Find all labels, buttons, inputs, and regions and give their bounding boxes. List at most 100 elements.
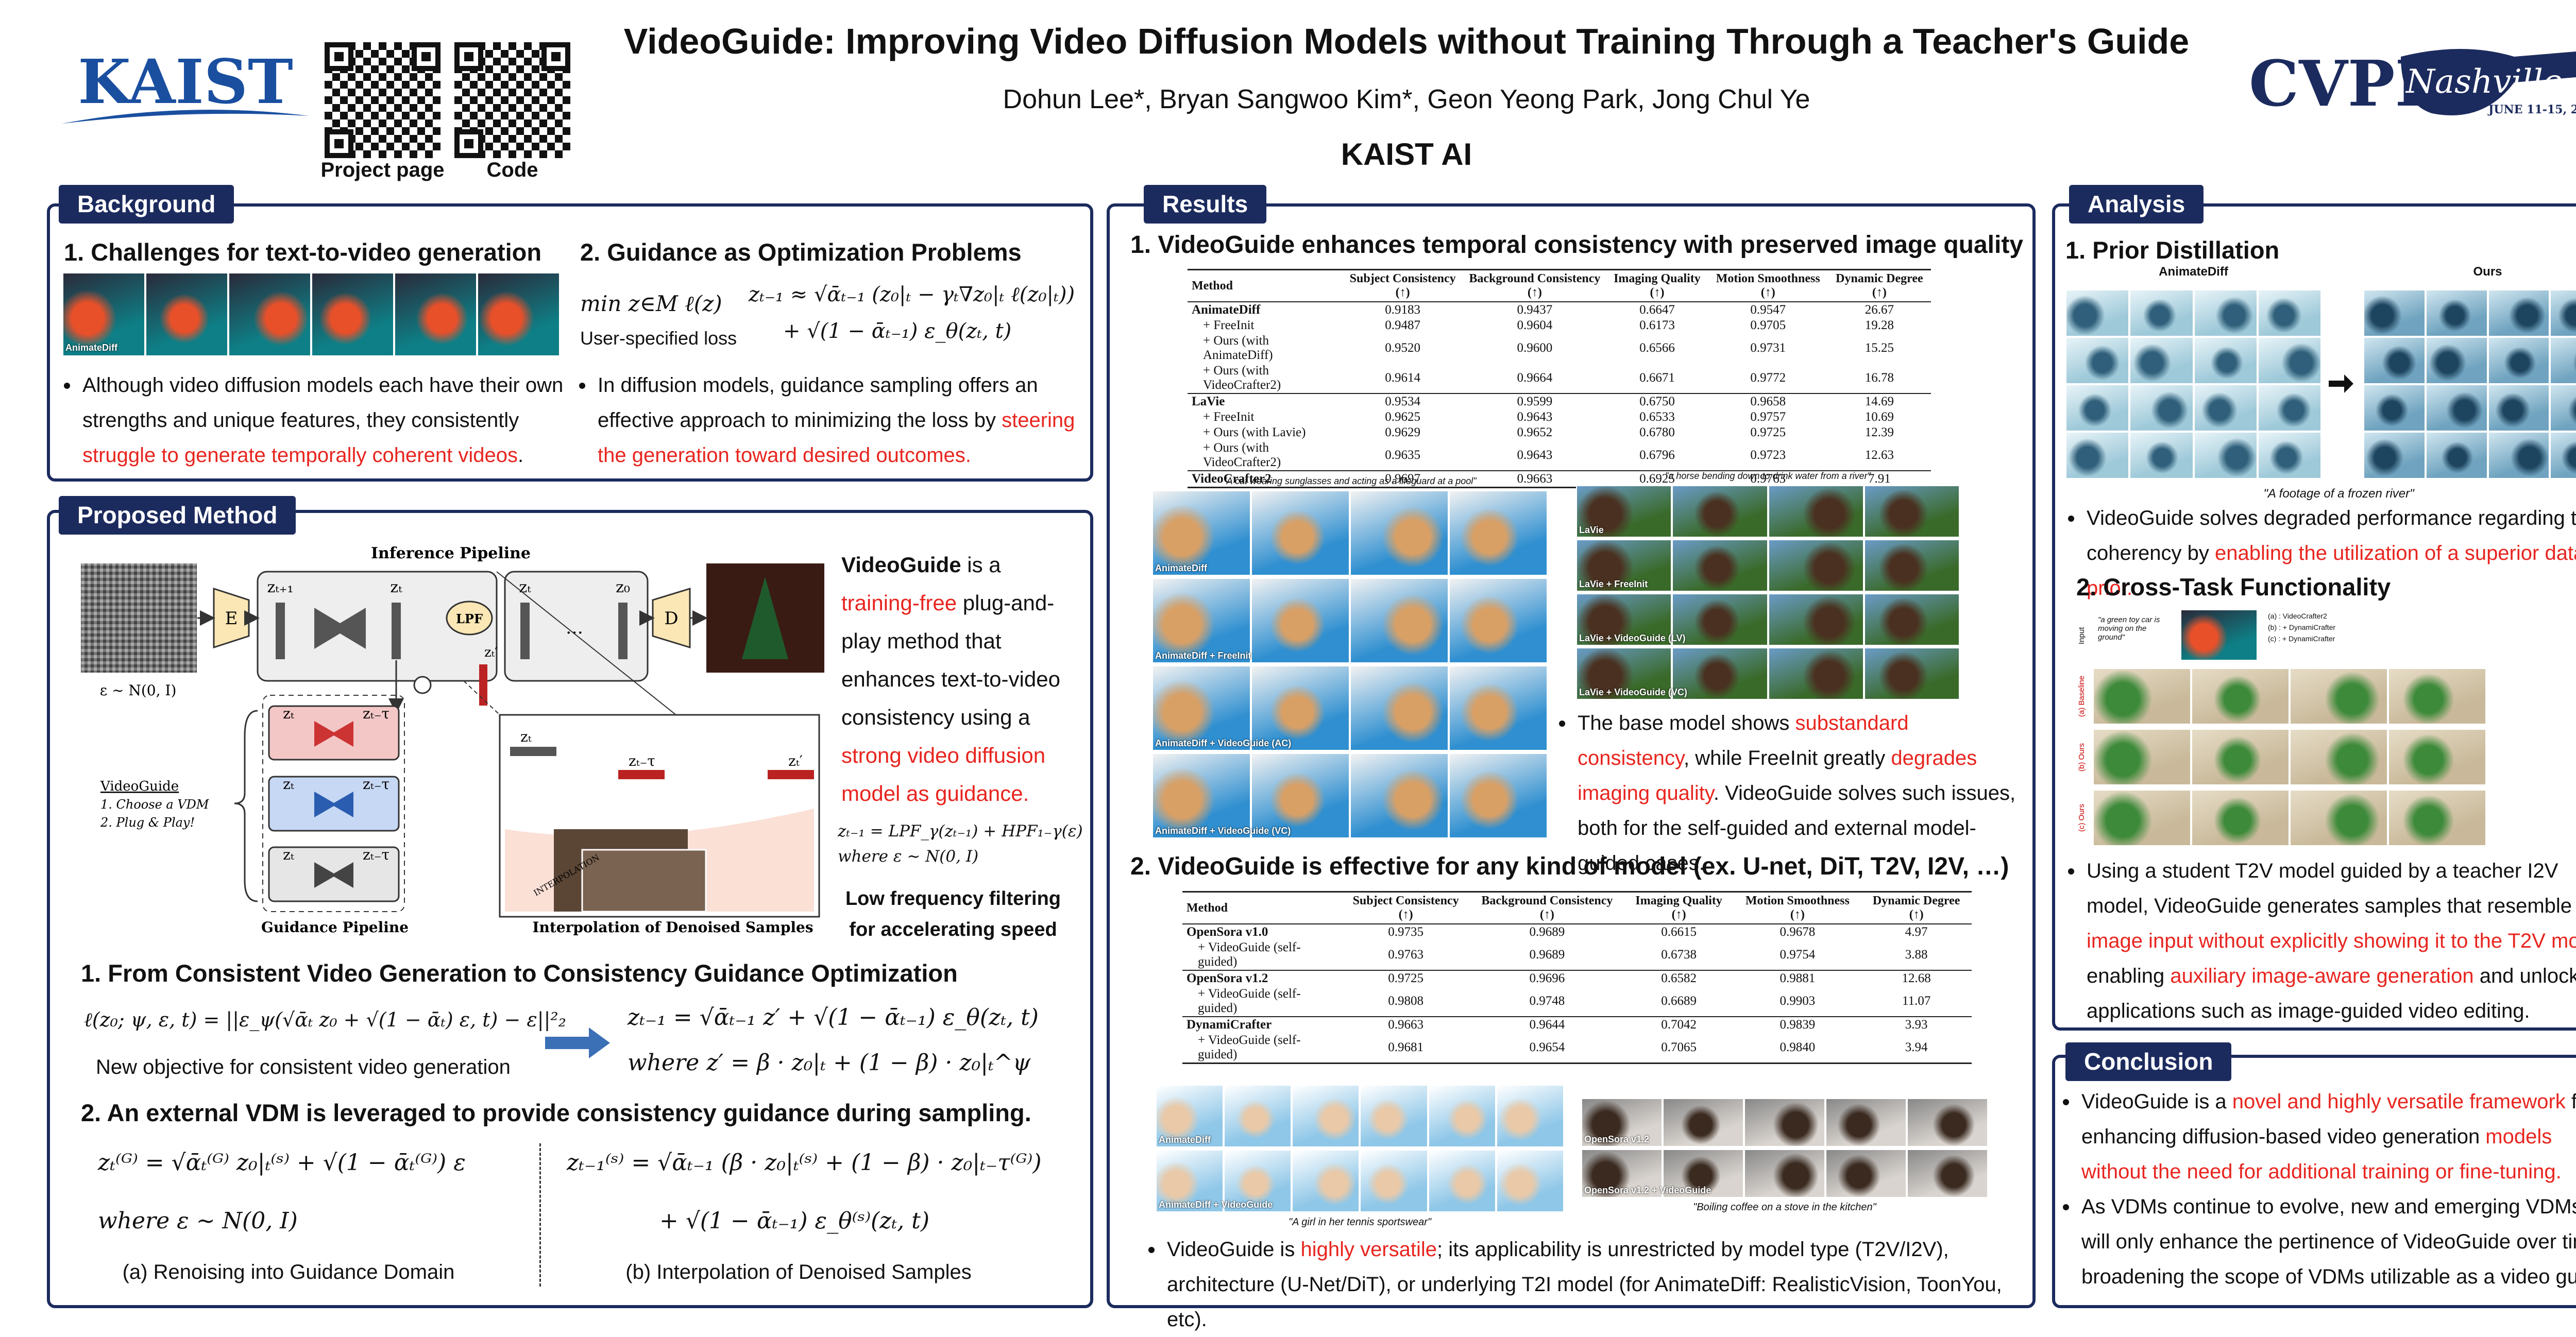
table-row: + VideoGuide (self-guided) 0.9808 0.9748 0.… xyxy=(1182,986,1972,1017)
value-cell: 0.9763 xyxy=(1388,948,1423,962)
frame xyxy=(1768,539,1864,592)
method-cell: + Ours (with VideoCrafter2) xyxy=(1203,364,1281,392)
frame xyxy=(145,272,228,356)
column-header: Motion Smoothness (↑) xyxy=(1734,891,1861,924)
frame xyxy=(1581,1098,1663,1147)
frame xyxy=(1825,1098,1907,1147)
method-cell: + Ours (with AnimateDiff) xyxy=(1203,334,1273,362)
image-caption: "A cat wearing sunglasses and acting as … xyxy=(1223,476,1477,486)
decoder-box xyxy=(652,587,691,649)
table-row: OpenSora v1.0 0.9735 0.9689 0.6615 0.9678 4.9… xyxy=(1182,924,1972,940)
frame xyxy=(311,272,394,356)
image-label: AnimateDiff + VideoGuide xyxy=(1159,1199,1273,1210)
frame xyxy=(1672,539,1768,592)
frame xyxy=(2425,432,2488,479)
frame xyxy=(2129,384,2194,432)
noise-image xyxy=(81,563,197,673)
table-row: + Ours (with AnimateDiff) 0.9520 0.9600 0.6… xyxy=(1188,333,1931,363)
vdm-title: VideoGuide xyxy=(100,779,179,794)
frame xyxy=(1672,647,1768,700)
table-row: AnimateDiff 0.9183 0.9437 0.6647 0.9547 26.67 xyxy=(1188,302,1931,318)
qr-code[interactable] xyxy=(454,42,570,158)
frame xyxy=(1907,1149,1988,1198)
frame xyxy=(2425,289,2488,337)
pipeline-box xyxy=(504,571,649,682)
text-run: substandard consistency xyxy=(1578,712,1909,769)
value-cell: 0.9652 xyxy=(1517,425,1553,439)
section-heading: Proposed Method xyxy=(59,496,296,535)
image-grid: OpenSora v1.2 OpenSora v1.2 + VideoGuide xyxy=(1581,1098,1988,1198)
value-cell: 0.9689 xyxy=(1529,925,1565,939)
latent-label: zₜ₋τ xyxy=(363,705,389,722)
frame xyxy=(2388,729,2486,785)
value-cell: 0.9664 xyxy=(1517,371,1553,385)
bullet: In diffusion models, guidance sampling o… xyxy=(577,368,1087,473)
qr-code[interactable] xyxy=(325,42,440,158)
text-run: is a xyxy=(961,553,1001,577)
frame xyxy=(1496,1150,1564,1212)
value-cell: 0.9772 xyxy=(1750,371,1786,385)
value-cell: 0.6671 xyxy=(1639,371,1675,385)
latent-label: zₜ xyxy=(283,776,294,793)
method-cell: LaVie xyxy=(1188,393,1342,409)
value-cell: 0.9808 xyxy=(1388,994,1423,1008)
frame xyxy=(1768,593,1864,646)
value-cell: 0.9840 xyxy=(1734,1033,1861,1064)
frame xyxy=(1224,1150,1292,1212)
latent-label: zₜ′ xyxy=(484,645,498,660)
frame xyxy=(2065,432,2130,479)
frame xyxy=(2065,289,2130,337)
image-strip: AnimateDiff xyxy=(62,272,560,356)
divider xyxy=(539,1143,541,1287)
frame xyxy=(2193,337,2258,384)
frame xyxy=(1449,578,1548,663)
image-caption: "a horse bending down to drink water fro… xyxy=(1665,471,1871,481)
arrow-shape xyxy=(545,1027,610,1058)
table-row: OpenSora v1.2 0.9725 0.9696 0.6582 0.9881 12.… xyxy=(1182,970,1972,986)
frame xyxy=(2180,609,2258,661)
unet-icon xyxy=(314,721,353,747)
value-cell: 0.9644 xyxy=(1470,1016,1624,1033)
unet-icon xyxy=(314,608,366,649)
value-cell: 0.9903 xyxy=(1780,994,1816,1008)
frame xyxy=(1350,753,1449,838)
decoder-label: D xyxy=(664,608,678,629)
subsection-title: 1. VideoGuide enhances temporal consiste… xyxy=(1130,231,2024,259)
legend-entry: (c) : + DynamiCrafter xyxy=(2268,635,2335,643)
latent-label: z₀ xyxy=(616,578,630,596)
text-run: VideoGuide is a xyxy=(2081,1090,2232,1113)
encoder-box xyxy=(213,587,250,649)
cvpr-dates: JUNE 11-15, 2025 xyxy=(2487,103,2576,116)
method-cell: OpenSora v1.2 xyxy=(1182,970,1342,986)
value-cell: 0.9487 xyxy=(1385,318,1421,332)
formula-caption: (a) Renoising into Guidance Domain xyxy=(122,1261,455,1283)
image-label: LaVie + VideoGuide (LV) xyxy=(1579,633,1686,643)
method-cell: + VideoGuide (self-guided) xyxy=(1198,940,1301,969)
image-caption: "Boiling coffee on a stove in the kitche… xyxy=(1693,1202,1876,1213)
frame xyxy=(2193,384,2258,432)
frame xyxy=(1863,647,1960,700)
frame xyxy=(1156,1150,1224,1212)
column-header: Background Consistency (↑) xyxy=(1470,891,1624,924)
value-cell: 0.9658 xyxy=(1708,393,1828,409)
frame xyxy=(1152,753,1251,838)
frame xyxy=(1360,1085,1428,1147)
subsection-title: 2. An external VDM is leveraged to provi… xyxy=(81,1099,1031,1126)
frame xyxy=(2191,790,2290,846)
cvpr-logo: CVPR Nashville JUNE 11-15, 2025 xyxy=(2249,46,2576,121)
frame xyxy=(1350,578,1449,663)
formula-caption: User-specified loss xyxy=(580,328,737,349)
frame xyxy=(2093,668,2191,725)
image-strip: OpenSora v1.2 + VideoGuide xyxy=(1581,1149,1988,1198)
frame xyxy=(1360,1150,1428,1212)
value-cell: 10.69 xyxy=(1865,410,1894,424)
frame xyxy=(1428,1085,1496,1147)
zoom-line xyxy=(463,680,500,715)
bullet: VideoGuide is a novel and highly versati… xyxy=(2061,1084,2576,1189)
row-label: (c) Ours xyxy=(2077,803,2086,832)
image-label: OpenSora v1.2 + VideoGuide xyxy=(1584,1185,1711,1195)
column-header: Motion Smoothness (↑) xyxy=(1708,269,1828,302)
image-label: AnimateDiff xyxy=(1159,1135,1211,1145)
value-cell: 16.78 xyxy=(1865,371,1894,385)
column-header: Dynamic Degree (↑) xyxy=(1827,269,1931,302)
